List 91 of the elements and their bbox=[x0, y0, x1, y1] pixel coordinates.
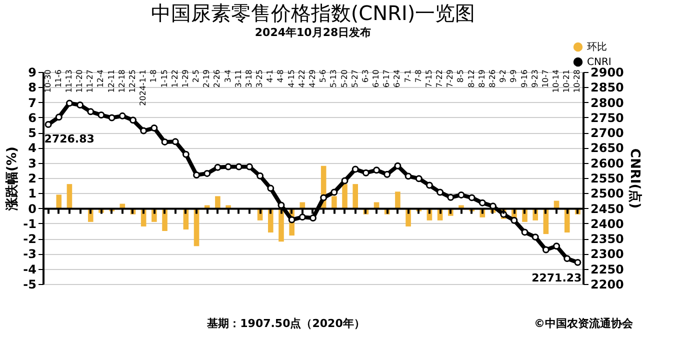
x-tick-label: 9-16 bbox=[520, 70, 529, 88]
x-tick-label: 11-6 bbox=[54, 70, 63, 88]
legend-label: CNRI bbox=[587, 57, 612, 68]
x-tick-label: 5-27 bbox=[350, 70, 360, 88]
x-tick-label: 7-1 bbox=[403, 70, 412, 83]
y2-tick-label: 2700 bbox=[590, 126, 624, 140]
y-tick-label: 1 bbox=[28, 186, 36, 201]
data-label: 2726.83 bbox=[44, 132, 94, 146]
y2-tick-label: 2300 bbox=[590, 247, 624, 262]
y-tick-label: 0 bbox=[28, 202, 36, 216]
x-tick-label: 1-29 bbox=[180, 70, 190, 88]
chart-subtitle: 2024年10月28日发布 bbox=[254, 26, 372, 39]
x-tick-label: 5-13 bbox=[329, 70, 338, 88]
y2-tick-label: 2800 bbox=[590, 96, 624, 110]
data-label: 2271.23 bbox=[532, 271, 582, 284]
x-tick-label: 1-22 bbox=[170, 70, 180, 88]
y-tick-label: -4 bbox=[23, 262, 36, 276]
x-tick-label: 5-6 bbox=[318, 70, 328, 83]
text: ©中国农资流通协会 bbox=[534, 317, 634, 330]
x-tick-label: 10-28 bbox=[572, 70, 582, 93]
x-tick-label: 10-21 bbox=[562, 70, 572, 93]
x-tick-label: 9-23 bbox=[530, 70, 540, 88]
x-tick-label: 9-2 bbox=[498, 70, 508, 83]
x-tick-label: 2-26 bbox=[212, 70, 222, 88]
y2-tick-label: 2650 bbox=[590, 141, 624, 156]
legend-label: 环比 bbox=[587, 41, 607, 53]
x-tick-label: 4-1 bbox=[266, 70, 275, 83]
x-tick-label: 7-8 bbox=[414, 70, 423, 83]
x-tick-label: 11-13 bbox=[64, 70, 74, 93]
x-tick-label: 3-18 bbox=[244, 70, 254, 88]
text: 基期：1907.50点（2020年） bbox=[206, 317, 365, 330]
chart-title: 中国尿素零售价格指数(CNRI)一览图 bbox=[150, 1, 476, 25]
y-tick-label: 8 bbox=[28, 80, 36, 95]
x-tick-label: 4-22 bbox=[297, 70, 306, 88]
x-tick-label: 7-15 bbox=[424, 70, 434, 88]
x-tick-label: 12-11 bbox=[106, 70, 116, 93]
y-axis-title: 涨跌幅(%) bbox=[5, 146, 20, 212]
x-tick-label: 1-15 bbox=[160, 70, 169, 88]
y2-tick-label: 2550 bbox=[590, 172, 624, 186]
x-tick-label: 2-19 bbox=[202, 70, 212, 88]
x-tick-label: 2024-1-1 bbox=[138, 70, 148, 106]
x-tick-label: 11-27 bbox=[86, 70, 95, 93]
y2-tick-label: 2250 bbox=[590, 262, 624, 276]
y-tick-label: 7 bbox=[28, 96, 36, 110]
y-tick-label: 5 bbox=[28, 126, 36, 140]
y2-tick-label: 2450 bbox=[590, 202, 624, 216]
y2-axis-title: CNRI(点) bbox=[626, 148, 643, 209]
y2-tick-label: 2350 bbox=[590, 232, 624, 246]
x-tick-label: 6-10 bbox=[372, 70, 381, 88]
x-tick-label: 8-26 bbox=[488, 70, 497, 88]
y-tick-label: 3 bbox=[28, 156, 36, 170]
x-tick-label: 6-3 bbox=[360, 70, 370, 83]
y-tick-label: -3 bbox=[23, 247, 36, 262]
x-tick-label: 7-22 bbox=[435, 70, 444, 88]
x-tick-label: 8-5 bbox=[456, 70, 466, 83]
y2-tick-label: 2600 bbox=[590, 156, 624, 170]
y2-tick-label: 2850 bbox=[590, 80, 624, 95]
y-tick-label: 4 bbox=[28, 141, 36, 156]
x-tick-label: 11-20 bbox=[75, 70, 84, 93]
y-tick-label: -1 bbox=[23, 216, 36, 231]
x-tick-label: 3-11 bbox=[234, 70, 243, 88]
y2-tick-label: 2500 bbox=[590, 186, 624, 201]
x-tick-label: 12-4 bbox=[96, 70, 106, 88]
y-tick-label: 9 bbox=[28, 66, 36, 80]
x-tick-label: 10-7 bbox=[540, 70, 550, 88]
x-tick-label: 2-5 bbox=[192, 70, 201, 83]
y-tick-label: 2 bbox=[28, 172, 36, 186]
y2-tick-label: 2400 bbox=[590, 216, 624, 231]
y2-tick-label: 2900 bbox=[590, 66, 624, 80]
x-tick-label: 4-29 bbox=[308, 70, 317, 88]
x-tick-label: 10-14 bbox=[552, 70, 561, 93]
x-tick-label: 12-25 bbox=[128, 70, 137, 93]
x-tick-label: 12-18 bbox=[117, 70, 126, 93]
y-tick-label: -5 bbox=[23, 278, 36, 292]
x-tick-label: 7-29 bbox=[446, 70, 455, 88]
x-tick-label: 6-17 bbox=[382, 70, 392, 88]
y2-tick-label: 2750 bbox=[590, 110, 624, 125]
y-tick-label: 6 bbox=[28, 110, 36, 125]
x-tick-label: 4-8 bbox=[276, 70, 286, 83]
x-tick-label: 9-9 bbox=[509, 70, 518, 83]
x-tick-label: 8-19 bbox=[477, 70, 486, 88]
x-tick-label: 5-20 bbox=[340, 70, 349, 88]
x-tick-label: 10-30 bbox=[43, 70, 52, 93]
x-tick-label: 3-4 bbox=[223, 70, 232, 83]
x-tick-label: 6-24 bbox=[392, 70, 402, 88]
y2-tick-label: 2200 bbox=[590, 278, 624, 292]
x-tick-label: 1-8 bbox=[149, 70, 158, 83]
x-tick-label: 4-15 bbox=[286, 70, 296, 88]
y-tick-label: -2 bbox=[23, 232, 36, 246]
x-tick-label: 3-25 bbox=[255, 70, 264, 88]
x-tick-label: 8-12 bbox=[466, 70, 476, 88]
